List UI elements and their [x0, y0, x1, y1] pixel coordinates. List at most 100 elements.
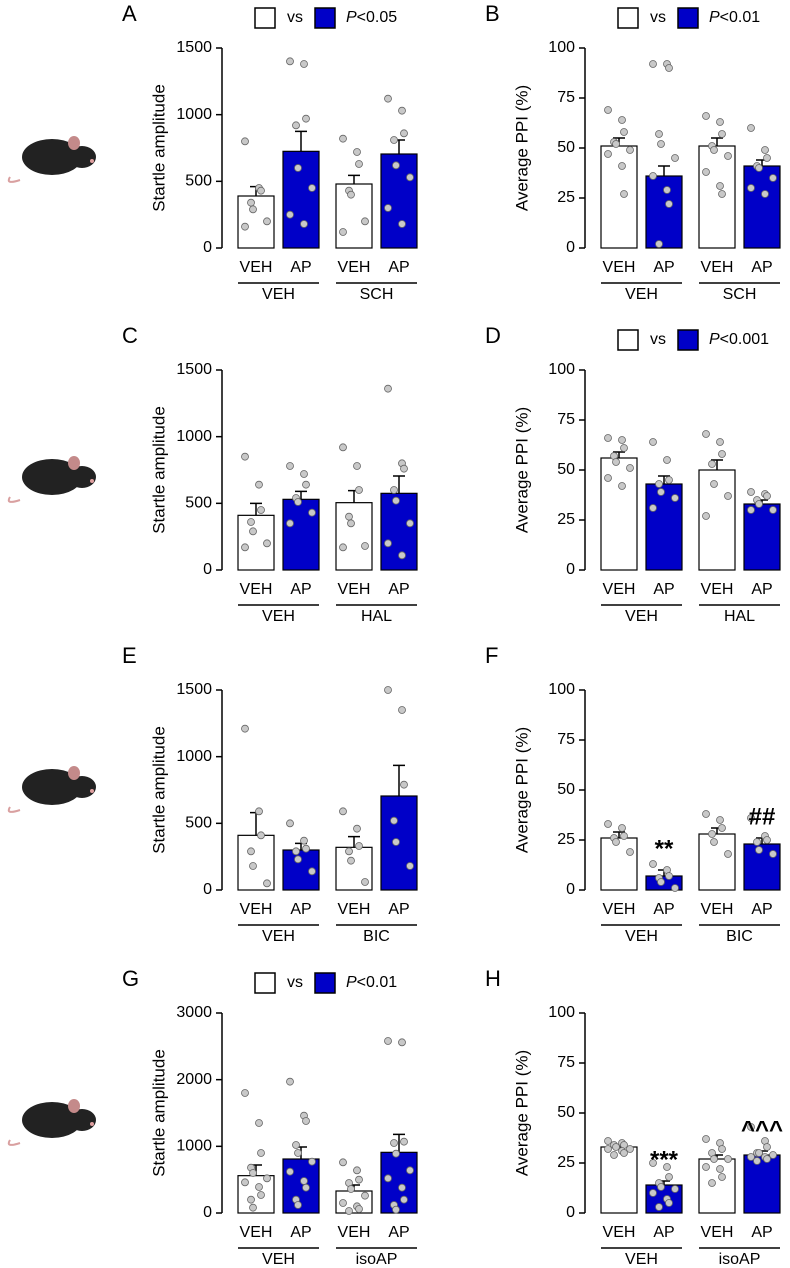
legend-swatch — [254, 972, 276, 994]
y-tick-label: 75 — [557, 411, 575, 428]
data-point — [618, 482, 626, 490]
data-point — [249, 862, 257, 870]
data-point — [747, 1153, 755, 1161]
y-axis-label: Startle amplitude — [149, 1049, 168, 1177]
data-point — [392, 161, 400, 170]
panel: A Startle amplitude 0 500 1000 1500 VEH AP VEH AP… — [122, 1, 418, 303]
data-point — [626, 464, 634, 472]
data-point — [649, 860, 657, 868]
data-point — [620, 128, 628, 136]
data-point — [665, 1173, 673, 1181]
data-point — [604, 434, 612, 442]
data-point — [241, 452, 249, 461]
data-point — [302, 1183, 310, 1192]
y-tick-label: 25 — [557, 1154, 575, 1171]
data-point — [769, 850, 777, 858]
data-point — [257, 506, 265, 514]
y-tick-label: 1500 — [176, 361, 212, 378]
data-point — [292, 847, 300, 856]
data-point — [263, 879, 271, 888]
significance-label: ## — [749, 803, 776, 830]
data-point — [247, 198, 255, 207]
data-point — [355, 486, 363, 494]
bar — [335, 502, 373, 571]
data-point — [302, 480, 310, 489]
y-tick-label: 25 — [557, 189, 575, 206]
y-tick-label: 0 — [203, 1204, 212, 1221]
panel-letter: E — [122, 643, 137, 668]
data-point — [618, 824, 626, 832]
data-point — [406, 862, 414, 870]
data-point — [347, 190, 355, 199]
error-bar — [295, 130, 307, 152]
y-axis-label: Average PPI (%) — [512, 727, 531, 853]
y-axis-label: Startle amplitude — [149, 406, 168, 534]
x-tick-label: AP — [388, 901, 409, 918]
data-point — [300, 220, 308, 228]
data-point — [702, 1135, 710, 1143]
x-tick-label: AP — [653, 901, 674, 918]
data-point — [339, 543, 347, 552]
error-bar — [711, 459, 723, 470]
data-point — [671, 494, 679, 502]
data-point — [747, 488, 755, 496]
data-point — [294, 855, 302, 864]
panel-letter: D — [485, 323, 501, 348]
group-label: BIC — [363, 928, 390, 945]
y-tick-label: 0 — [566, 561, 575, 578]
x-tick-label: AP — [388, 1224, 409, 1241]
y-tick-label: 1000 — [176, 106, 212, 123]
data-point — [384, 1174, 392, 1183]
mouse-icon — [7, 1099, 96, 1146]
data-point — [257, 1191, 265, 1199]
data-point — [255, 1183, 263, 1191]
panel: E Startle amplitude 0 500 1000 1500 VEH AP VEH AP… — [122, 643, 418, 945]
data-point — [702, 512, 710, 520]
data-point — [263, 217, 271, 226]
y-tick-label: 25 — [557, 831, 575, 848]
bar — [600, 837, 638, 891]
data-point — [718, 1173, 726, 1181]
x-tick-label: AP — [388, 581, 409, 598]
data-point — [241, 1178, 249, 1187]
error-bar — [250, 502, 262, 516]
bar — [743, 1154, 781, 1214]
x-tick-label: VEH — [338, 581, 371, 598]
data-point — [249, 1203, 257, 1212]
data-point — [355, 1175, 363, 1184]
bar — [380, 153, 418, 249]
y-tick-label: 0 — [566, 1204, 575, 1221]
data-point — [400, 1137, 408, 1146]
group-label: VEH — [625, 608, 658, 625]
data-point — [657, 488, 665, 496]
y-tick-label: 500 — [185, 495, 212, 512]
data-point — [702, 112, 710, 120]
data-point — [353, 462, 361, 470]
data-point — [718, 824, 726, 832]
data-point — [257, 186, 265, 195]
legend-swatch — [617, 329, 639, 351]
y-tick-label: 100 — [548, 681, 575, 698]
x-tick-label: AP — [290, 901, 311, 918]
data-point — [339, 807, 347, 816]
legend-text: vs — [650, 331, 666, 348]
data-point — [302, 1117, 310, 1125]
bar — [600, 1146, 638, 1214]
data-point — [294, 164, 302, 172]
error-bar — [613, 831, 625, 838]
group-label: VEH — [262, 286, 295, 303]
y-tick-label: 75 — [557, 89, 575, 106]
data-point — [398, 220, 406, 228]
group-label: VEH — [262, 1251, 295, 1268]
group-label: HAL — [724, 608, 755, 625]
x-tick-label: AP — [751, 901, 772, 918]
legend-p: P — [346, 974, 357, 991]
data-point — [718, 1145, 726, 1153]
mouse-icons — [7, 136, 96, 1146]
data-point — [241, 724, 249, 733]
data-point — [339, 1199, 347, 1207]
data-point — [255, 807, 263, 816]
data-point — [665, 1199, 673, 1207]
data-point — [604, 820, 612, 828]
